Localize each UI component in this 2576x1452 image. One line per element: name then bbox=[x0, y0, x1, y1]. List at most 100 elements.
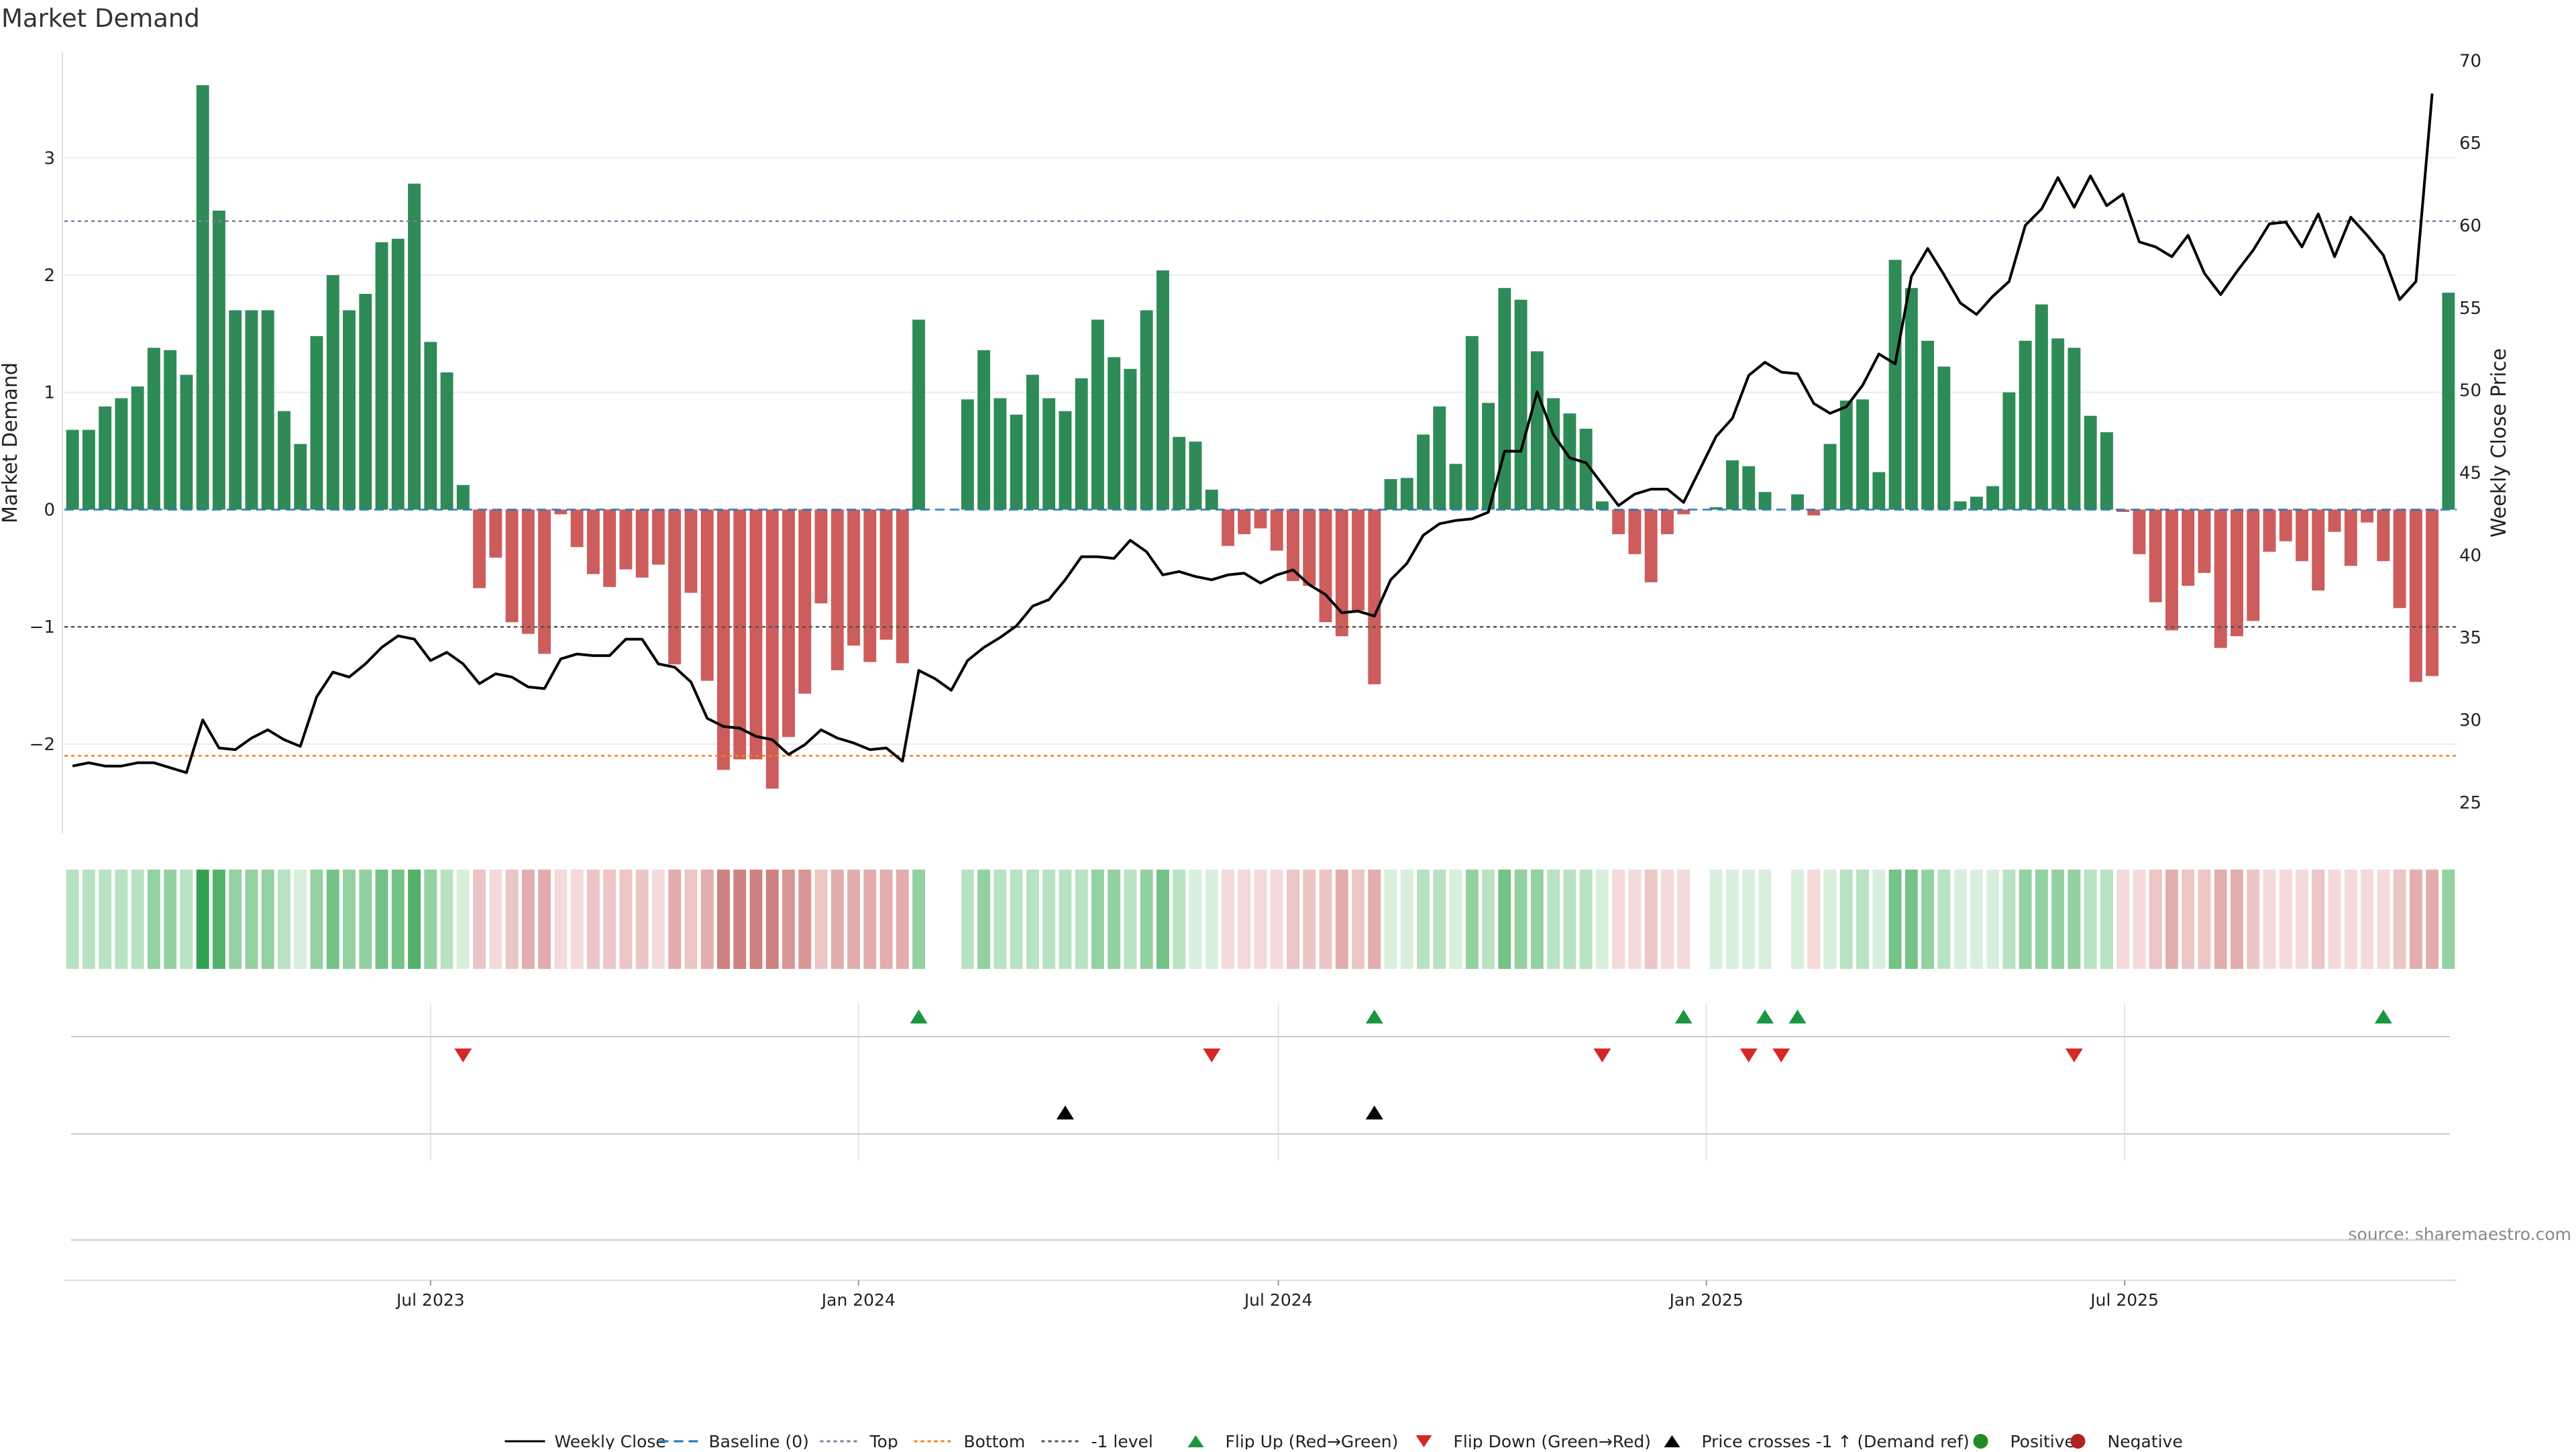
heat-cell bbox=[164, 870, 177, 969]
demand-bar bbox=[1872, 472, 1886, 510]
demand-bar bbox=[2426, 509, 2439, 676]
demand-bar bbox=[619, 509, 633, 570]
heat-cell bbox=[1839, 870, 1853, 969]
demand-bar bbox=[147, 348, 160, 510]
y2-tick-label: 25 bbox=[2459, 793, 2481, 813]
demand-bar bbox=[310, 335, 323, 510]
demand-bar bbox=[115, 398, 128, 510]
demand-bar bbox=[1807, 509, 1821, 516]
demand-bar bbox=[212, 210, 225, 510]
demand-bar bbox=[505, 509, 519, 623]
demand-bar bbox=[1449, 464, 1462, 510]
demand-bar bbox=[1335, 509, 1348, 637]
heat-cell bbox=[1530, 870, 1544, 969]
demand-bar bbox=[1059, 411, 1072, 510]
heat-cell bbox=[147, 870, 160, 969]
flip-up-marker bbox=[1756, 1009, 1774, 1024]
y-axis-label: Market Demand bbox=[0, 362, 22, 523]
heat-cell bbox=[2198, 870, 2211, 969]
heat-cell bbox=[684, 870, 698, 969]
demand-bar bbox=[1530, 351, 1544, 510]
heat-cell bbox=[814, 870, 828, 969]
demand-bar bbox=[2377, 509, 2390, 562]
demand-bar bbox=[717, 509, 730, 770]
price-series bbox=[72, 93, 2434, 774]
demand-bar bbox=[2165, 509, 2178, 631]
heat-cell bbox=[1612, 870, 1625, 969]
demand-bar bbox=[359, 293, 372, 510]
heat-cell bbox=[912, 870, 926, 969]
demand-bar bbox=[2051, 338, 2065, 510]
demand-bar bbox=[489, 509, 502, 558]
heat-cell bbox=[408, 870, 421, 969]
demand-bar bbox=[1856, 399, 1870, 510]
heat-cell bbox=[2019, 870, 2032, 969]
heat-cell bbox=[994, 870, 1007, 969]
demand-bar bbox=[879, 509, 893, 640]
demand-bar bbox=[261, 310, 274, 510]
demand-bar bbox=[456, 484, 470, 510]
demand-bar bbox=[1303, 509, 1316, 586]
demand-bar bbox=[196, 85, 209, 510]
flip_down-legend-label: Flip Down (Green→Red) bbox=[1454, 1432, 1652, 1449]
heat-cell bbox=[131, 870, 144, 969]
heat-cell bbox=[1986, 870, 2000, 969]
heat-cell bbox=[1075, 870, 1088, 969]
x-tick-label: Jan 2025 bbox=[1668, 1290, 1743, 1310]
demand-bar bbox=[82, 429, 95, 510]
demand-bar bbox=[1417, 434, 1430, 510]
y2-tick-label: 35 bbox=[2459, 628, 2481, 648]
heat-cell bbox=[1384, 870, 1397, 969]
demand-bar bbox=[2182, 509, 2195, 586]
heat-cell bbox=[2214, 870, 2227, 969]
heat-cell bbox=[1904, 870, 1918, 969]
demand-bar bbox=[2133, 509, 2146, 554]
heat-cell bbox=[1970, 870, 1983, 969]
heat-cell bbox=[440, 870, 453, 969]
demand-bar bbox=[131, 386, 144, 510]
demand-bar bbox=[1465, 335, 1479, 510]
heat-cell bbox=[1140, 870, 1153, 969]
heat-cell bbox=[1547, 870, 1560, 969]
heat-cell bbox=[294, 870, 307, 969]
heat-cell bbox=[619, 870, 633, 969]
demand-bar bbox=[2198, 509, 2211, 573]
demand-bar bbox=[2328, 509, 2341, 532]
demand-bar bbox=[1921, 340, 1935, 510]
demand-bar bbox=[2409, 509, 2422, 682]
y2-tick-label: 70 bbox=[2459, 51, 2481, 71]
demand-bar bbox=[521, 509, 535, 634]
heat-cell bbox=[1937, 870, 1951, 969]
heat-cell bbox=[1758, 870, 1772, 969]
negative-legend-label: Negative bbox=[2108, 1432, 2183, 1449]
heat-cell bbox=[2068, 870, 2081, 969]
heat-cell bbox=[2084, 870, 2097, 969]
heat-cell bbox=[2312, 870, 2325, 969]
heat-cell bbox=[1010, 870, 1023, 969]
heat-cell bbox=[961, 870, 974, 969]
y2-tick-label: 65 bbox=[2459, 134, 2481, 154]
heat-cell bbox=[261, 870, 274, 969]
heat-cell bbox=[1742, 870, 1756, 969]
demand-bar bbox=[1595, 501, 1609, 510]
demand-bar bbox=[700, 509, 714, 681]
heat-cell bbox=[1156, 870, 1169, 969]
demand-bar bbox=[180, 374, 193, 510]
demand-bar bbox=[733, 509, 747, 760]
demand-heat-strip bbox=[66, 870, 2455, 969]
demand-bar bbox=[2247, 509, 2260, 621]
minus_one-legend-label: -1 level bbox=[1091, 1432, 1153, 1449]
flip-up-marker bbox=[1788, 1009, 1807, 1024]
bottom-legend-label: Bottom bbox=[964, 1432, 1026, 1449]
demand-bar bbox=[1482, 403, 1495, 510]
legend-item-negative: Negative bbox=[2070, 1432, 2183, 1451]
heat-cell bbox=[521, 870, 535, 969]
heat-cell bbox=[2247, 870, 2260, 969]
heat-cell bbox=[1368, 870, 1381, 969]
heat-cell bbox=[1726, 870, 1739, 969]
heat-cell bbox=[1417, 870, 1430, 969]
y2-tick-label: 55 bbox=[2459, 299, 2481, 319]
demand-bar bbox=[2393, 509, 2406, 609]
demand-bar bbox=[1726, 460, 1739, 510]
